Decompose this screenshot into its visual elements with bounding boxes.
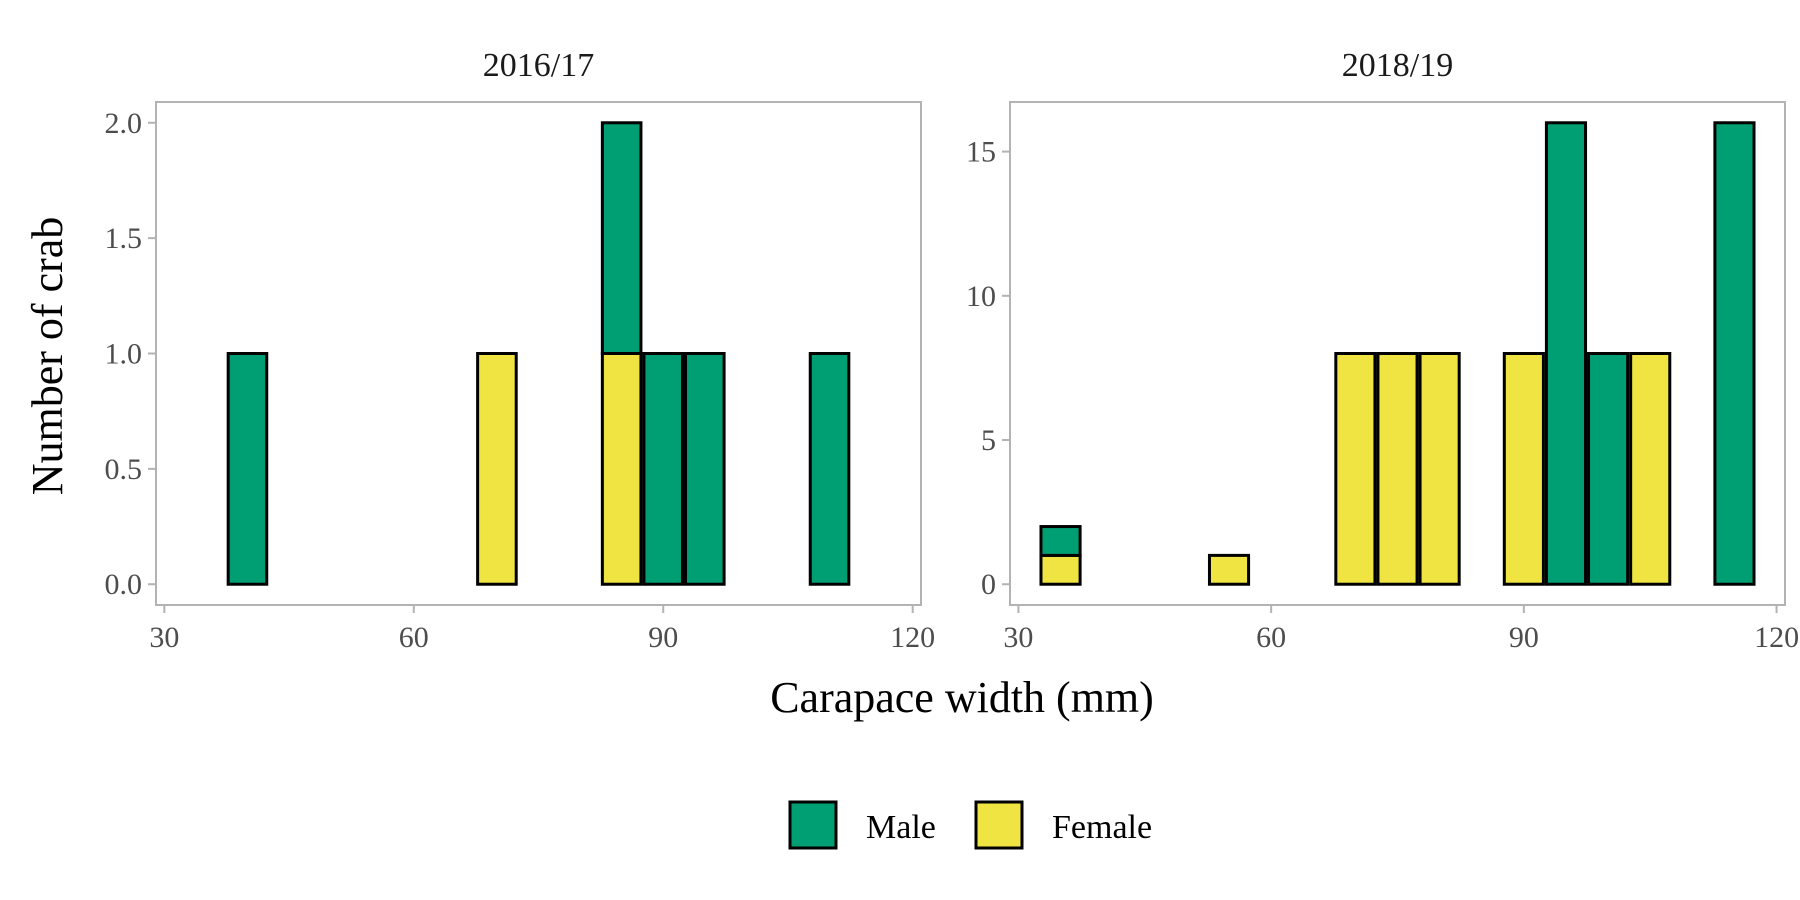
bar-male [642,352,685,586]
facet-title: 2016/17 [483,47,594,84]
x-tick-label: 90 [1509,621,1539,654]
y-tick-label: 0.0 [105,568,143,601]
facet-title: 2018/19 [1342,47,1453,84]
facet-panels: 2016/17 30 60 90 120 0.0 0.5 1.0 1.5 2.0 2018/19 30… [105,47,1800,654]
bar-female [1629,352,1672,586]
bar-male [1544,121,1588,586]
x-tick-label: 30 [1003,621,1033,654]
x-tick-label: 120 [890,621,935,654]
y-tick-label: 1.0 [105,338,143,371]
y-tick-label: 10 [966,280,996,313]
x-tick-label: 60 [1256,621,1286,654]
x-axis-title: Carapace width (mm) [770,673,1154,722]
bar-female [1334,352,1377,586]
bar-female [1418,352,1461,586]
bar-male [1713,121,1756,586]
bar-male [1039,525,1082,557]
bar-male [600,121,643,355]
x-tick-label: 90 [648,621,678,654]
legend: Male Female [788,800,1152,850]
panel-border [155,101,922,606]
y-tick-label: 5 [981,424,996,457]
bar-female [1502,352,1545,586]
bar-female [1039,553,1082,586]
y-tick-label: 0 [981,568,996,601]
y-tick-label: 15 [966,136,996,169]
bar-male [808,352,851,586]
bar-female [476,352,518,586]
bar-male [684,352,726,586]
x-tick-label: 60 [399,621,429,654]
bar-female [1207,553,1251,586]
x-tick-label: 30 [149,621,179,654]
facet-2: 2018/19 30 60 90 120 0 5 10 15 [966,47,1799,654]
legend-key-female [974,800,1024,850]
y-axis-title: Number of crab [23,217,72,496]
bar-female [1376,352,1419,586]
y-tick-label: 2.0 [105,107,143,140]
bar-male [226,352,269,586]
bar-female [600,352,643,586]
y-tick-label: 1.5 [105,222,143,255]
x-tick-label: 120 [1754,621,1799,654]
facet-1: 2016/17 30 60 90 120 0.0 0.5 1.0 1.5 2.0 [105,47,936,654]
legend-key-male [788,800,838,850]
panel-border [1009,101,1786,606]
y-tick-label: 0.5 [105,453,143,486]
legend-label-female: Female [1052,809,1152,846]
legend-label-male: Male [866,809,936,846]
bar-male [1587,352,1630,586]
